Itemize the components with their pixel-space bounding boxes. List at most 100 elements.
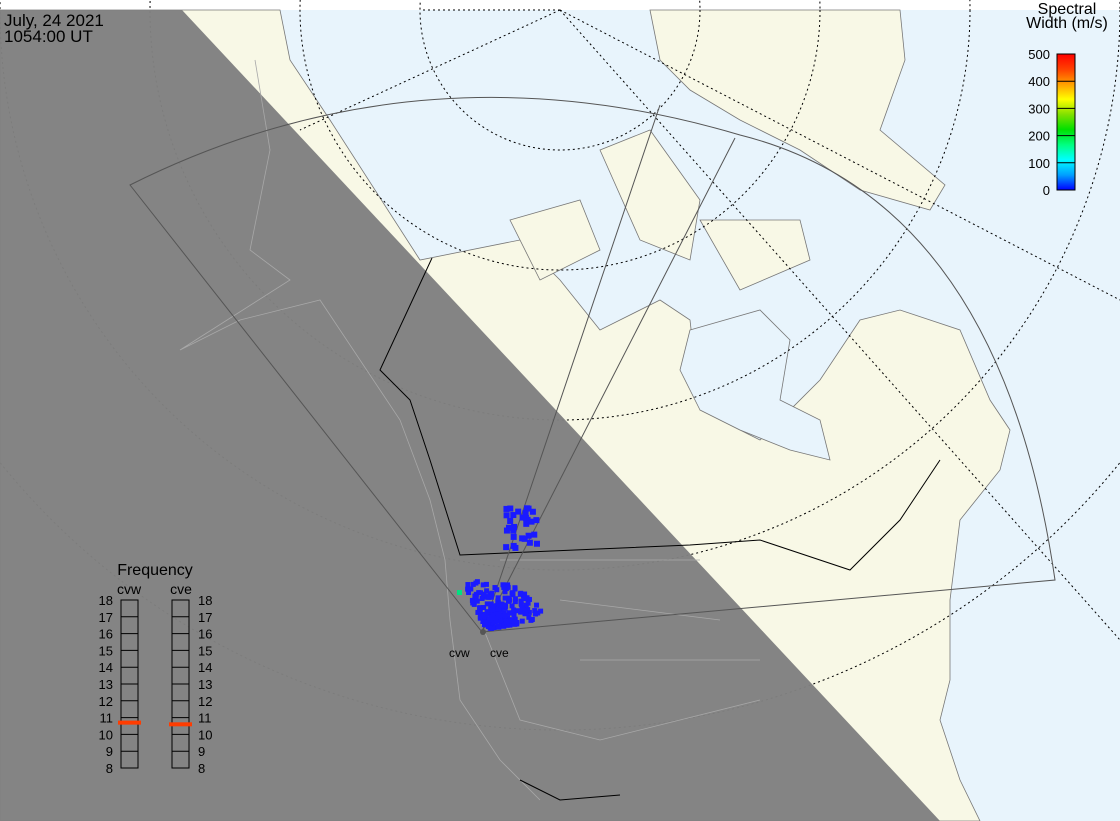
freq-marker-cvw [118,720,141,725]
echo-cell [497,618,503,624]
echo-cell [505,615,511,621]
country-border [379,257,941,801]
echo-cell [502,612,508,618]
freq-tick-right: 14 [198,660,212,675]
echo-cell [490,604,496,610]
echo-cell [502,605,508,611]
echo-cell [477,605,483,611]
echo-cell [480,582,486,588]
echo-cell [510,533,517,540]
echo-cell [509,603,515,609]
echo-cell [522,591,528,597]
colorbar-tick-label: 0 [1043,183,1050,198]
echo-cell [495,614,501,620]
echo-cell [521,535,528,542]
freq-tick-left: 8 [106,761,113,776]
echo-cell [523,520,530,527]
freq-tick-right: 16 [198,627,212,642]
echo-cell [525,607,531,613]
freq-tick-right: 18 [198,593,212,608]
echo-cell [514,620,520,626]
echo-cell [491,625,497,631]
echo-cell [488,614,494,620]
echo-cell [522,611,528,617]
echo-cell [495,623,501,629]
echo-cell [466,590,472,596]
colorbar: Spectral Width (m/s) 500 400 300 200 100 0 [1026,1,1108,198]
echo-cell [502,589,508,595]
radar-label-cvw: cvw [449,646,470,660]
echo-cell [529,616,535,622]
freq-tick-right: 11 [198,711,212,726]
freq-tick-left: 15 [99,643,113,658]
echo-cell [511,607,517,613]
colorbar-title-2: Width (m/s) [1026,15,1108,32]
echo-cell [534,602,540,608]
echo-cell [482,619,488,625]
echo-cell [504,622,510,628]
echo-cell [523,602,529,608]
echo-cell [524,595,530,601]
echo-cell [507,505,514,512]
freq-tick-right: 10 [198,727,212,742]
echo-cell [533,517,540,524]
echo-cell [503,527,510,534]
radar-label-cve: cve [490,646,509,660]
echo-cell [498,622,504,628]
freq-tick-left: 11 [100,711,114,726]
hudson-bay [679,309,831,461]
echo-cell [509,610,515,616]
freq-tick-right: 8 [198,761,205,776]
echo-cell [465,582,471,588]
echo-cell [468,586,474,592]
echo-cell [533,540,540,547]
freq-tick-left: 13 [99,677,113,692]
echo-cells [457,505,544,631]
echo-cell [507,597,513,603]
freq-tick-left: 17 [99,610,113,625]
echo-cell [520,606,526,612]
echo-cell [484,588,490,594]
echo-cell [503,544,510,551]
colorbar-tick-label: 100 [1028,156,1050,171]
echo-cell [469,597,475,603]
echo-cell [476,590,482,596]
echo-cell [480,619,486,625]
echo-cell [479,595,485,601]
freq-tick-right: 13 [198,677,212,692]
echo-cell [510,512,517,519]
echo-cell [524,516,531,523]
echo-cell [472,596,478,602]
echo-cell [518,598,524,604]
arctic-island-1 [509,199,601,281]
echo-cell [507,518,514,525]
freq-tick-right: 12 [198,694,212,709]
echo-cell [503,512,510,519]
echo-cell [518,609,524,615]
echo-cell [474,579,480,585]
colorbar-gradient [1056,53,1076,191]
echo-cell [470,581,476,587]
echo-cell [501,603,507,609]
echo-cell [522,509,529,516]
colorbar-tick-label: 500 [1028,47,1050,62]
freq-marker-cve [169,722,192,727]
echo-cell [457,590,462,595]
echo-cell [512,599,518,605]
echo-cell [518,602,524,608]
echo-cell [533,611,539,617]
echo-cell [496,609,502,615]
echo-cell [510,618,516,624]
echo-cell [488,601,494,607]
echo-cell [505,584,511,590]
echo-cell [526,609,532,615]
date-label: July, 24 2021 [4,11,104,30]
freq-tick-right: 15 [198,643,212,658]
echo-cell [526,614,532,620]
echo-cell [486,594,492,600]
echo-cell [484,601,490,607]
echo-cell [502,595,508,601]
echo-cell [512,596,518,602]
colorbar-tick-label: 300 [1028,101,1050,116]
echo-cell [519,618,525,624]
